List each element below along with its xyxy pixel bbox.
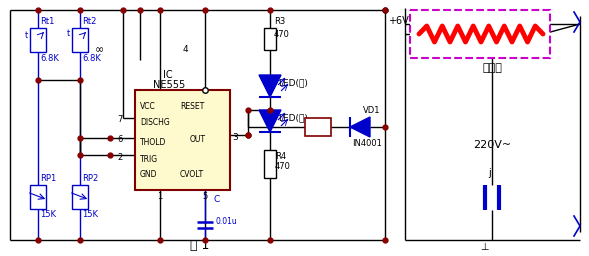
Text: t: t: [25, 31, 28, 40]
Text: 470: 470: [274, 30, 290, 39]
Text: +6V: +6V: [388, 16, 409, 26]
Text: 15K: 15K: [82, 210, 98, 219]
Text: IC: IC: [163, 70, 173, 80]
Text: 3: 3: [232, 133, 238, 142]
Text: GND: GND: [140, 170, 157, 179]
Text: ∞: ∞: [95, 45, 104, 55]
Polygon shape: [350, 117, 370, 137]
Text: 6: 6: [117, 135, 123, 144]
Text: RP1: RP1: [40, 174, 57, 183]
Text: DISCHG: DISCHG: [140, 118, 170, 127]
Text: 470: 470: [275, 162, 291, 171]
Text: RESET: RESET: [180, 102, 204, 111]
Text: VCC: VCC: [140, 102, 155, 111]
Bar: [72, 185, 88, 209]
Text: C: C: [213, 195, 219, 204]
Text: 7: 7: [117, 115, 123, 124]
Bar: [305, 118, 331, 136]
Text: R3: R3: [274, 17, 285, 26]
Polygon shape: [259, 110, 281, 132]
Bar: [72, 28, 88, 52]
Text: 1: 1: [157, 192, 162, 201]
Text: THOLD: THOLD: [140, 138, 166, 147]
Text: 0.01u: 0.01u: [215, 217, 237, 226]
Text: Rt2: Rt2: [82, 17, 97, 26]
Text: TRIG: TRIG: [140, 155, 158, 164]
Bar: [30, 28, 46, 52]
Text: CVOLT: CVOLT: [180, 170, 204, 179]
Text: 2: 2: [117, 153, 123, 162]
Text: RP2: RP2: [82, 174, 98, 183]
Polygon shape: [259, 75, 281, 97]
Bar: [410, 10, 550, 58]
Text: 15K: 15K: [40, 210, 56, 219]
Text: 6.8K: 6.8K: [82, 54, 101, 63]
Text: OUT: OUT: [190, 135, 206, 144]
Text: 电热器: 电热器: [482, 63, 502, 73]
Text: J: J: [316, 122, 319, 132]
Bar: [135, 90, 230, 190]
Text: VD1: VD1: [363, 106, 380, 115]
Text: LED(绿): LED(绿): [278, 78, 308, 87]
Text: 5: 5: [202, 192, 207, 201]
Text: NE555: NE555: [153, 80, 186, 90]
Text: t: t: [67, 29, 70, 38]
Text: 220V~: 220V~: [473, 140, 511, 150]
Text: IN4001: IN4001: [352, 139, 382, 148]
Bar: [264, 150, 276, 178]
Text: 6.8K: 6.8K: [40, 54, 59, 63]
Text: ⊥: ⊥: [480, 242, 488, 252]
Bar: [264, 28, 276, 50]
Text: 图 1: 图 1: [190, 239, 210, 252]
Text: R4: R4: [275, 152, 286, 161]
Text: 4: 4: [183, 45, 188, 54]
Bar: [30, 185, 46, 209]
Text: Rt1: Rt1: [40, 17, 54, 26]
Text: j: j: [488, 168, 491, 178]
Text: LED(红): LED(红): [278, 113, 308, 122]
